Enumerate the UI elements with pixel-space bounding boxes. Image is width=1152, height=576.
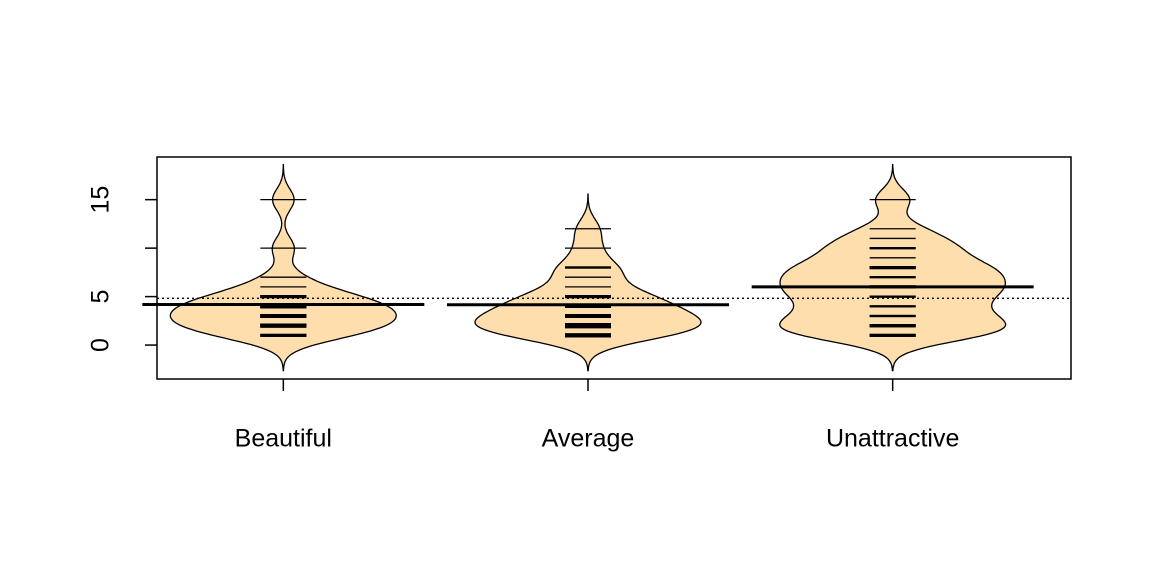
x-tick-label: Unattractive [826,425,959,453]
y-tick-label: 0 [87,338,115,352]
plot-frame [156,156,1072,380]
y-tick-label: 15 [87,186,115,214]
bean [169,163,397,372]
y-tick-label: 5 [87,290,115,304]
x-tick-label: Beautiful [235,425,332,453]
bean [474,193,702,372]
x-tick-label: Average [542,425,635,453]
